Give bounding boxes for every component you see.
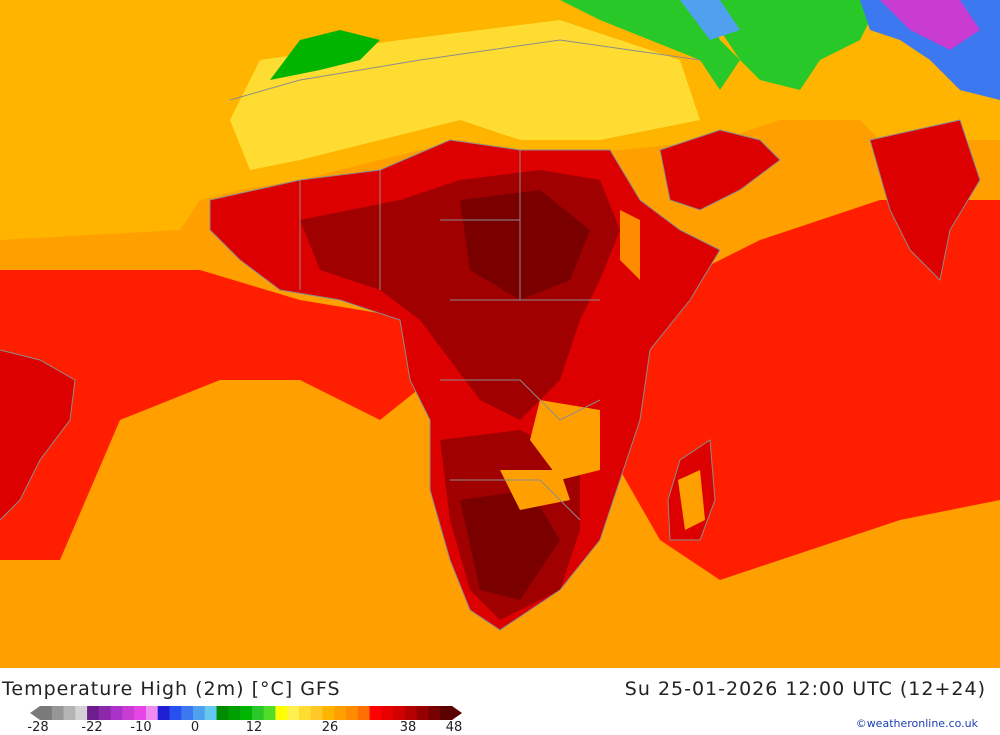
legend-color-swatch <box>428 706 441 720</box>
atlantic-hot-belt <box>0 270 430 560</box>
indian-ocean-hot-belt <box>620 200 1000 580</box>
legend-color-swatch <box>381 706 394 720</box>
map-datetime: Su 25-01-2026 12:00 UTC (12+24) <box>624 678 986 700</box>
iran-purple-patch <box>880 0 980 50</box>
legend-color-swatch <box>181 706 194 720</box>
legend-color-swatch <box>87 706 100 720</box>
arabia-hot-land <box>660 130 780 210</box>
color-scale-legend <box>30 706 462 720</box>
legend-tick: -22 <box>81 720 103 735</box>
legend-color-swatch <box>51 706 65 720</box>
legend-tick: 26 <box>321 720 339 735</box>
legend-color-swatch <box>263 706 276 720</box>
zambia-highland <box>530 400 600 480</box>
map-title: Temperature High (2m) [°C] GFS <box>2 678 341 700</box>
legend-color-swatch <box>157 706 170 720</box>
legend-color-swatch <box>393 706 406 720</box>
legend-color-swatch <box>63 706 76 720</box>
legend-color-swatch <box>216 706 229 720</box>
legend-tick: 12 <box>245 720 263 735</box>
legend-color-swatch <box>240 706 253 720</box>
legend-color-swatch <box>98 706 112 720</box>
legend-color-swatch <box>404 706 418 720</box>
ethiopia-highland <box>620 210 640 280</box>
legend-color-swatch <box>357 706 371 720</box>
sahel-extreme-core <box>460 190 590 300</box>
legend-color-swatch <box>322 706 335 720</box>
legend-color-swatch <box>193 706 206 720</box>
legend-color-swatch <box>75 706 88 720</box>
legend-color-swatch <box>145 706 159 720</box>
india-hot-land <box>870 120 980 280</box>
legend-tick: 0 <box>190 720 200 735</box>
legend-color-swatch <box>134 706 147 720</box>
legend-color-swatch <box>310 706 324 720</box>
legend-color-swatch <box>204 706 218 720</box>
kalahari-extreme-core <box>460 490 560 600</box>
map-footer: Temperature High (2m) [°C] GFS Su 25-01-… <box>0 668 1000 735</box>
legend-color-swatch <box>275 706 288 720</box>
legend-color-swatch <box>228 706 241 720</box>
map-svg <box>0 0 1000 668</box>
legend-color-swatch <box>369 706 382 720</box>
madagascar-highland <box>678 470 705 530</box>
legend-color-swatch <box>40 706 53 720</box>
legend-color-swatch <box>416 706 429 720</box>
legend-color-swatch <box>122 706 135 720</box>
credit-link[interactable]: ©weatheronline.co.uk <box>855 717 978 730</box>
legend-color-swatch <box>334 706 347 720</box>
legend-color-swatch <box>298 706 312 720</box>
turkey-blue-patch <box>680 0 740 40</box>
legend-arrow-right <box>452 706 462 720</box>
brazil-hot-land <box>0 350 75 520</box>
legend-color-swatch <box>346 706 359 720</box>
temperature-map <box>0 0 1000 668</box>
maghreb-green-patch <box>270 30 380 80</box>
legend-color-swatch <box>110 706 123 720</box>
legend-tick: -10 <box>130 720 152 735</box>
legend-color-swatch <box>251 706 265 720</box>
legend-tick: -28 <box>27 720 49 735</box>
legend-tick: 38 <box>399 720 417 735</box>
legend-color-swatch <box>440 706 453 720</box>
legend-arrow-left <box>30 706 40 720</box>
levant-green-patch <box>560 0 880 90</box>
legend-color-swatch <box>169 706 182 720</box>
country-borders <box>0 39 981 631</box>
legend-color-swatch <box>287 706 300 720</box>
legend-tick: 48 <box>445 720 463 735</box>
